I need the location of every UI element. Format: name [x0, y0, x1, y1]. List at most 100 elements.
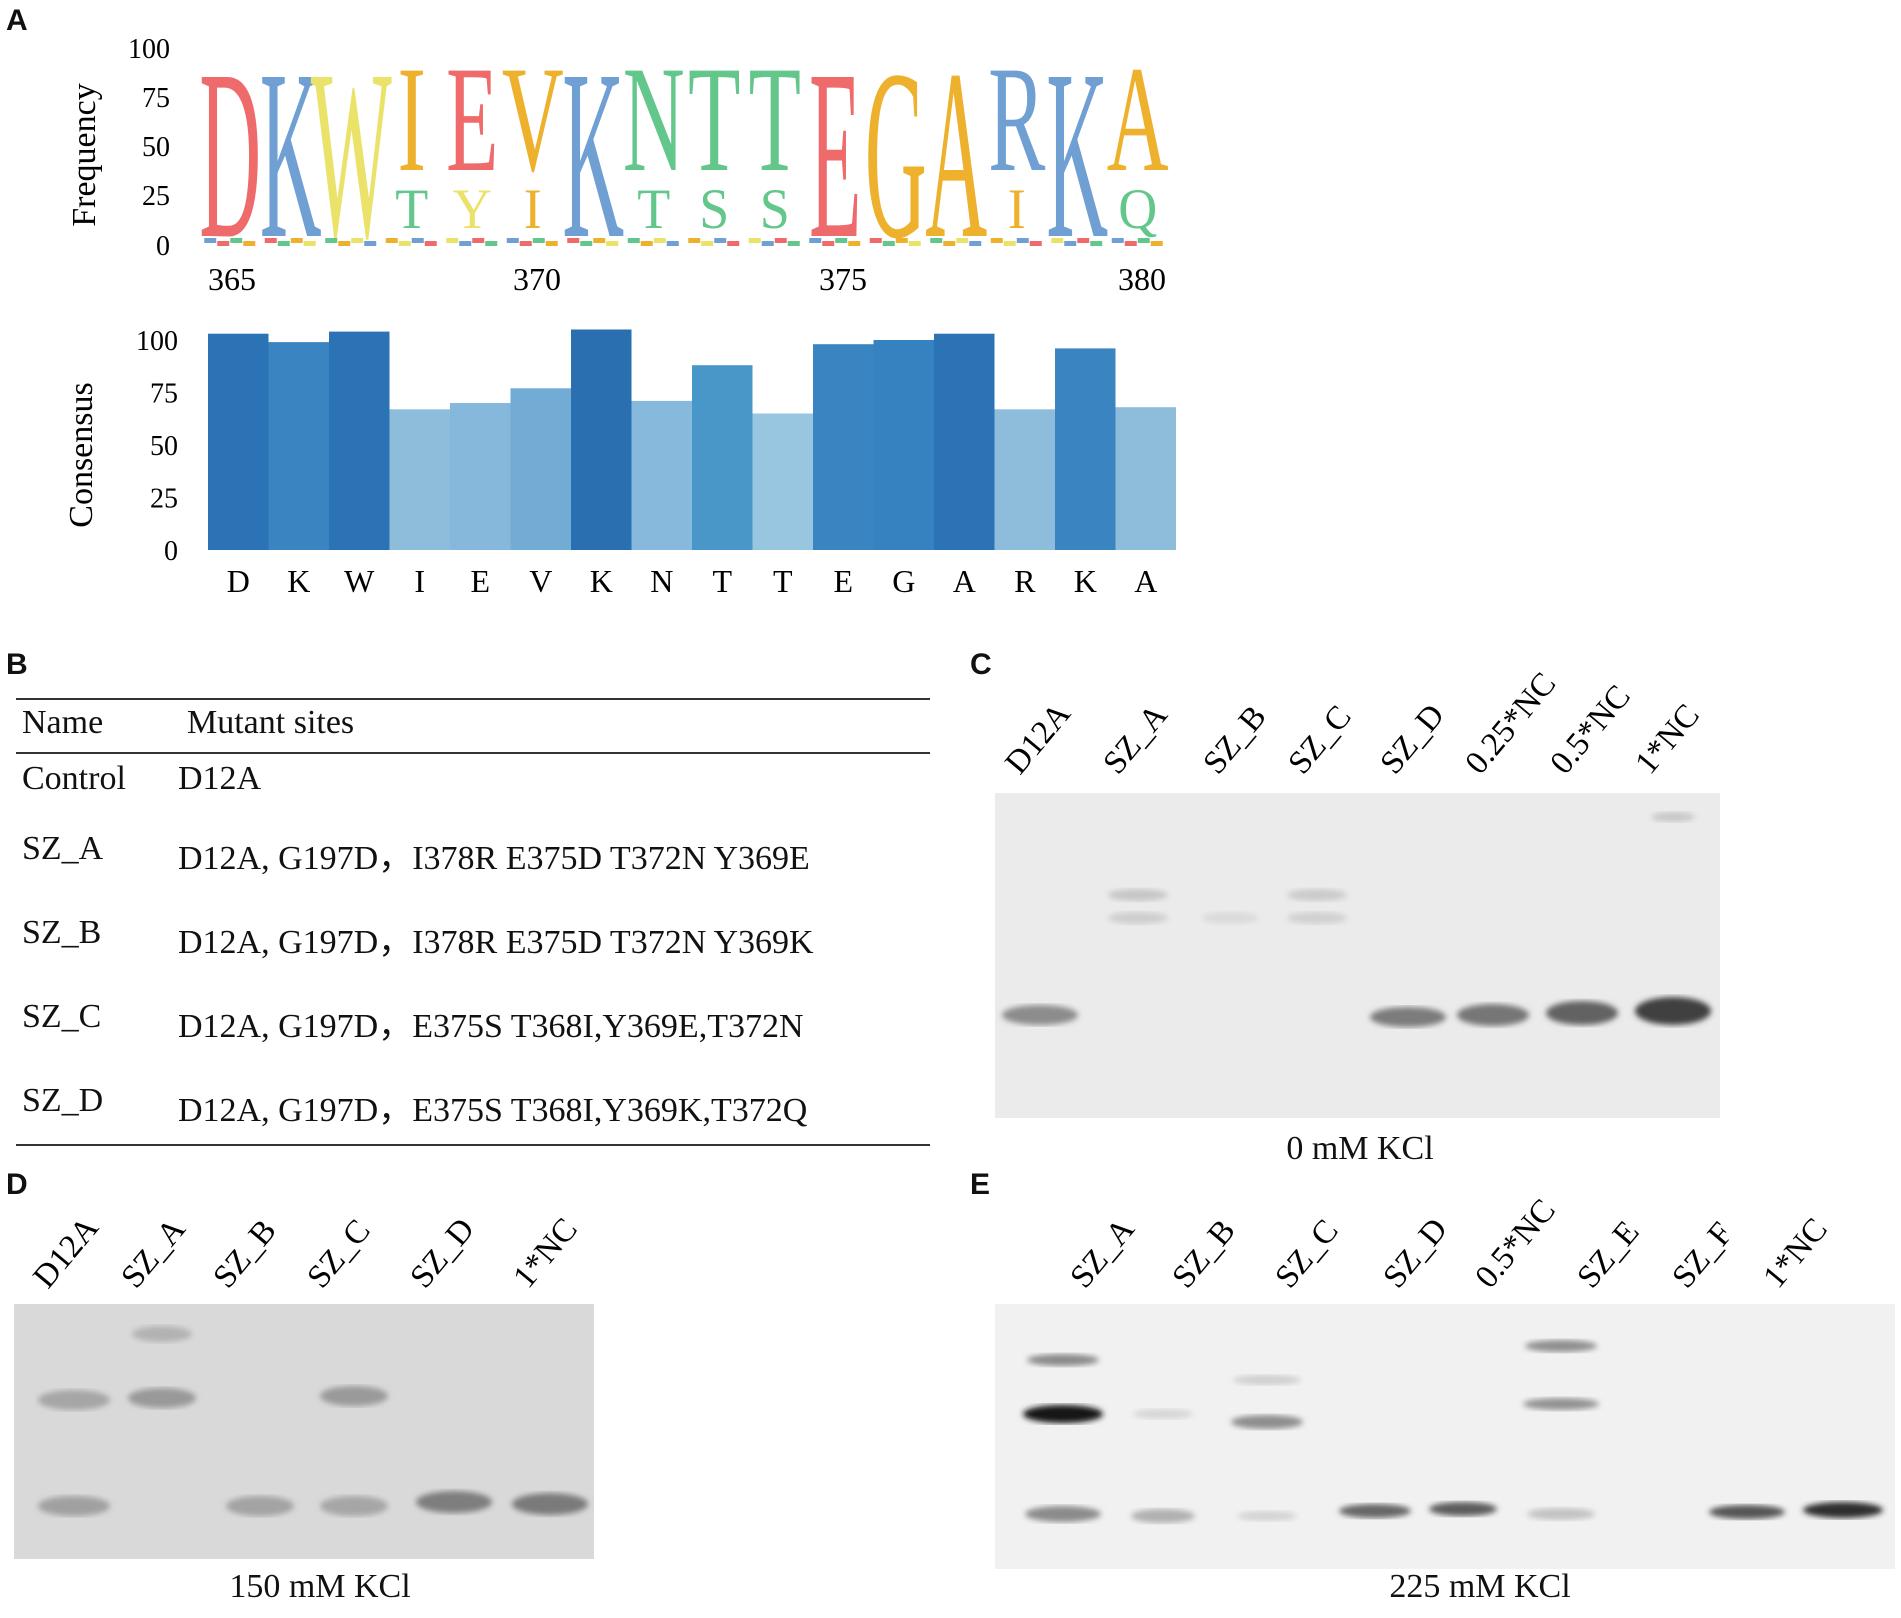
logo-minor-residue-mark	[1029, 241, 1042, 246]
logo-minor-residue-mark	[761, 241, 774, 246]
panel-letter-d: D	[6, 1168, 28, 1201]
logo-minor-residue-mark	[325, 238, 338, 243]
consensus-bar	[934, 333, 995, 550]
gel-e-image	[995, 1304, 1895, 1569]
logo-minor-residue-mark	[230, 238, 243, 243]
logo-minor-residue-mark	[532, 238, 545, 243]
consensus-bar	[208, 333, 269, 550]
consensus-x-tick-label: V	[529, 563, 552, 599]
table-row-name: SZ_A	[22, 830, 104, 867]
logo-letter: A	[1107, 35, 1169, 204]
table-header-rule	[16, 752, 930, 754]
logo-minor-residue-mark	[217, 241, 230, 246]
consensus-x-tick-label: A	[1134, 563, 1157, 599]
logo-minor-residue-mark	[809, 238, 822, 243]
logo-minor-residue-mark	[956, 238, 969, 243]
gel-d-lane-labels: D12A SZ_A SZ_B SZ_C SZ_D 1*NC	[27, 1210, 585, 1296]
logo-minor-letter: Y	[453, 179, 492, 242]
logo-letter: D	[199, 21, 261, 289]
table-row-name: SZ_C	[22, 998, 102, 1035]
consensus-y-tick-label: 75	[150, 379, 178, 410]
logo-minor-residue-mark	[787, 241, 800, 246]
logo-minor-residue-mark	[1137, 238, 1150, 243]
logo-minor-residue-mark	[243, 241, 256, 246]
consensus-x-tick-label: R	[1014, 563, 1036, 599]
gel-lane-label: SZ_D	[1374, 698, 1452, 782]
logo-x-tick-label: 380	[1118, 261, 1166, 297]
gel-e-lane-labels: SZ_A SZ_B SZ_C SZ_D 0.5*NC SZ_E SZ_F 1*NC	[1064, 1193, 1835, 1296]
logo-minor-residue-mark	[969, 241, 982, 246]
gel-lane-label: SZ_A	[115, 1211, 193, 1295]
logo-letter: T	[749, 35, 801, 204]
consensus-bar	[1055, 348, 1116, 550]
logo-minor-residue-mark	[506, 238, 519, 243]
logo-letter: N	[623, 35, 685, 204]
logo-minor-residue-mark	[1003, 241, 1016, 246]
logo-y-axis-label: Frequency	[66, 83, 103, 227]
logo-minor-residue-mark	[567, 238, 580, 243]
consensus-bar	[268, 342, 329, 550]
consensus-bar	[813, 344, 874, 550]
logo-y-tick-label: 0	[156, 231, 170, 262]
logo-minor-residue-mark	[606, 241, 619, 246]
gel-c-bands	[1002, 812, 1711, 1027]
logo-minor-residue-mark	[822, 241, 835, 246]
consensus-bar	[571, 329, 632, 550]
logo-minor-residue-mark	[666, 241, 679, 246]
logo-minor-residue-mark	[1077, 238, 1090, 243]
table-row-sites: D12A, G197D，E375S T368I,Y369K,T372Q	[178, 1092, 808, 1129]
logo-minor-residue-mark	[545, 241, 558, 246]
logo-minor-residue-mark	[701, 241, 714, 246]
logo-minor-residue-mark	[424, 241, 437, 246]
logo-minor-residue-mark	[1090, 241, 1103, 246]
logo-minor-residue-mark	[351, 238, 364, 243]
logo-letter: I	[397, 35, 426, 204]
logo-minor-letter: T	[637, 179, 670, 242]
gel-lane-label: SZ_D	[1377, 1212, 1455, 1296]
consensus-bar	[873, 340, 934, 550]
logo-minor-residue-mark	[727, 241, 740, 246]
logo-minor-residue-mark	[1150, 241, 1163, 246]
logo-letter: A	[925, 21, 987, 289]
logo-minor-letter: I	[524, 179, 542, 242]
consensus-bar	[994, 409, 1055, 550]
logo-minor-residue-mark	[688, 238, 701, 243]
consensus-y-axis-label: Consensus	[63, 382, 100, 527]
logo-letter: E	[809, 21, 861, 289]
logo-minor-residue-mark	[1111, 238, 1124, 243]
logo-letter: K	[1046, 21, 1108, 289]
gel-d-condition: 150 mM KCl	[229, 1568, 411, 1605]
logo-minor-residue-mark	[1064, 241, 1077, 246]
gel-lane-label: 1*NC	[1757, 1212, 1835, 1296]
consensus-y-tick-label: 25	[150, 484, 178, 515]
gel-lane-label: 0.5*NC	[1469, 1193, 1563, 1295]
consensus-bar	[692, 365, 753, 550]
logo-minor-residue-mark	[714, 238, 727, 243]
gel-lane-label: D12A	[999, 696, 1079, 781]
logo-minor-letter: Q	[1118, 179, 1157, 242]
logo-minor-letter: T	[395, 179, 428, 242]
logo-minor-residue-mark	[446, 238, 459, 243]
logo-minor-residue-mark	[459, 241, 472, 246]
gel-d-bands	[38, 1326, 588, 1516]
logo-minor-residue-mark	[264, 238, 277, 243]
logo-minor-residue-mark	[204, 238, 217, 243]
logo-minor-letter: S	[760, 179, 790, 242]
table-row-sites: D12A, G197D，I378R E375D T372N Y369E	[178, 840, 810, 877]
consensus-x-tick-label: K	[287, 563, 310, 599]
consensus-y-tick-label: 100	[136, 326, 178, 357]
gel-lane-label: SZ_F	[1666, 1216, 1741, 1295]
gel-lane-label: SZ_D	[404, 1212, 482, 1296]
logo-minor-residue-mark	[485, 241, 498, 246]
consensus-x-tick-label: I	[414, 563, 425, 599]
consensus-bar	[510, 388, 571, 550]
gel-lane-label: D12A	[27, 1210, 107, 1295]
panel-letter-b: B	[6, 648, 28, 681]
gel-lane-label: SZ_A	[1064, 1211, 1142, 1295]
gel-lane-label: SZ_C	[1269, 1213, 1346, 1295]
logo-minor-residue-mark	[338, 241, 351, 246]
logo-minor-residue-mark	[277, 241, 290, 246]
consensus-bar	[329, 331, 390, 550]
